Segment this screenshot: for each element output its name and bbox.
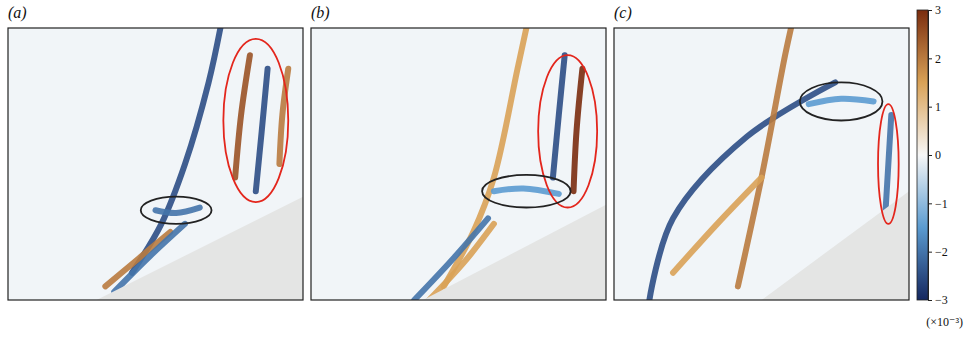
field-band bbox=[553, 55, 565, 177]
panel-frame bbox=[614, 28, 909, 300]
panel-label: (b) bbox=[311, 4, 330, 22]
background bbox=[311, 28, 606, 300]
background bbox=[8, 28, 303, 300]
model-surface bbox=[762, 191, 910, 300]
colorbar-tick: 2 bbox=[928, 52, 941, 66]
colorbar-tick: 0 bbox=[928, 148, 941, 162]
colorbar-axis: −3 −2 −1 0 1 2 3 bbox=[928, 3, 948, 307]
colorbar-tick-label: −1 bbox=[935, 197, 948, 211]
colorbar-tick-label: −2 bbox=[935, 245, 948, 259]
panel-label: (a) bbox=[8, 4, 27, 22]
field-band bbox=[885, 115, 891, 213]
colorbar-tick: −3 bbox=[928, 293, 948, 307]
plot-area bbox=[8, 28, 303, 300]
panel-frame bbox=[8, 28, 303, 300]
field-band bbox=[256, 69, 268, 191]
field-band bbox=[156, 208, 200, 213]
model-surface bbox=[97, 197, 304, 300]
panel: (a) bbox=[8, 4, 303, 300]
colorbar-tick-mark bbox=[928, 300, 932, 301]
highlight-ellipse bbox=[482, 175, 571, 208]
colorbar-tick: 3 bbox=[928, 3, 941, 17]
highlight-ellipse bbox=[800, 82, 883, 120]
colorbar-tick-label: 1 bbox=[935, 100, 941, 114]
figure: (a) (b) (c) −3 −2 −1 0 1 2 3 (×10⁻³) bbox=[0, 0, 969, 337]
field-band bbox=[132, 28, 221, 273]
panel-frame bbox=[311, 28, 606, 300]
colorbar-ramp bbox=[917, 10, 928, 300]
field-band bbox=[444, 28, 527, 286]
background bbox=[614, 28, 909, 300]
highlight-ellipse bbox=[141, 197, 212, 224]
colorbar-tick-label: 3 bbox=[935, 3, 941, 17]
panel: (c) bbox=[614, 4, 909, 300]
colorbar-tick-label: 2 bbox=[935, 52, 941, 66]
colorbar-label: (×10⁻³) bbox=[926, 315, 963, 329]
plot-area bbox=[311, 28, 606, 300]
panel: (b) bbox=[311, 4, 606, 300]
colorbar-tick-mark bbox=[928, 252, 932, 253]
colorbar-tick: −2 bbox=[928, 245, 948, 259]
highlight-ellipse bbox=[878, 104, 899, 224]
colorbar-tick-label: 0 bbox=[935, 148, 941, 162]
colorbar-tick: 1 bbox=[928, 100, 941, 114]
colorbar-axis-line bbox=[929, 11, 933, 301]
field-band bbox=[574, 69, 583, 191]
colorbar-tick-mark bbox=[928, 155, 932, 156]
colorbar-tick-mark bbox=[928, 58, 932, 59]
model-surface bbox=[423, 205, 606, 300]
plot-area bbox=[614, 28, 909, 300]
colorbar-tick-mark bbox=[928, 107, 932, 108]
field-band bbox=[809, 99, 874, 104]
panel-label: (c) bbox=[614, 4, 632, 22]
colorbar-tick: −1 bbox=[928, 197, 948, 211]
highlight-ellipse bbox=[223, 39, 288, 202]
field-band bbox=[673, 178, 762, 273]
colorbar-tick-mark bbox=[928, 203, 932, 204]
field-band bbox=[235, 55, 250, 177]
field-band bbox=[738, 28, 791, 286]
colorbar-tick-mark bbox=[928, 10, 932, 11]
colorbar-tick-label: −3 bbox=[935, 293, 948, 307]
colorbar: −3 −2 −1 0 1 2 3 (×10⁻³) bbox=[917, 3, 963, 329]
